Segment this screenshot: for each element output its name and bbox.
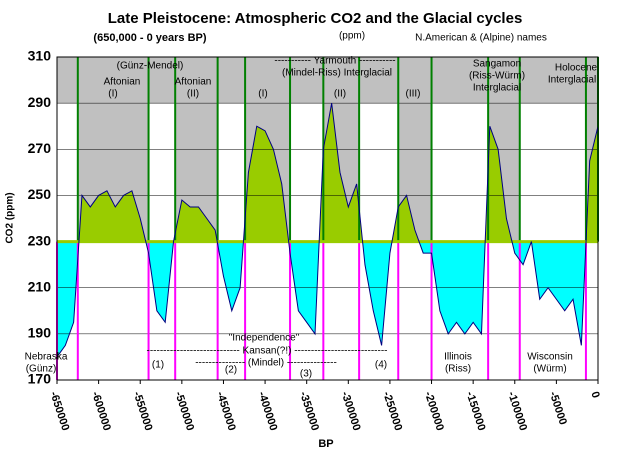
annotation: (I) xyxy=(258,89,267,100)
annotation: --------------- (Mindel) --------------- xyxy=(195,358,337,369)
annotation: (Günz) xyxy=(26,364,57,375)
x-tick-label: -350000 xyxy=(297,390,321,432)
subtitle: (650,000 - 0 years BP) xyxy=(93,32,206,44)
y-tick-label: 270 xyxy=(28,140,52,156)
annotation: ----------- Yarmouth ----------- xyxy=(274,56,395,67)
unit-note: (ppm) xyxy=(339,31,365,42)
y-axis-label: CO2 (ppm) xyxy=(5,192,16,243)
annotation: Aftonian xyxy=(104,77,141,88)
annotation: (1) xyxy=(152,360,164,371)
annotation: (2) xyxy=(225,365,237,376)
annotation: "Independence" xyxy=(229,333,300,344)
annotation: (Günz-Mendel) xyxy=(117,61,184,72)
annotation: Sangamon xyxy=(473,59,521,70)
annotation: (3) xyxy=(300,369,312,380)
x-tick-label: -600000 xyxy=(89,390,113,432)
annotation: (Würm) xyxy=(533,364,566,375)
x-tick-label: -250000 xyxy=(380,390,404,432)
annotation: Wisconsin xyxy=(527,352,573,363)
annotation: (Mindel-Riss) Interglacial xyxy=(282,68,392,79)
area-below xyxy=(57,241,587,357)
y-tick-label: 230 xyxy=(28,232,52,248)
x-tick-label: -50000 xyxy=(547,390,569,426)
annotation: Aftonian xyxy=(175,77,212,88)
annotation: Interglacial xyxy=(548,75,596,86)
annotation: Holocene xyxy=(555,63,598,74)
annotation: (III) xyxy=(406,89,421,100)
x-tick-label: -650000 xyxy=(47,390,71,432)
plot-frame xyxy=(56,56,599,381)
x-tick-label: -450000 xyxy=(214,390,238,432)
chart-title: Late Pleistocene: Atmospheric CO2 and th… xyxy=(108,10,523,27)
annotation: ---------------------------- Kansan(?!) … xyxy=(147,346,388,357)
y-tick-label: 290 xyxy=(28,94,52,110)
x-tick-label: -300000 xyxy=(339,390,363,432)
annotation: Interglacial xyxy=(473,83,521,94)
x-axis-label: BP xyxy=(318,438,333,450)
y-tick-label: 190 xyxy=(28,325,52,341)
x-tick-label: -150000 xyxy=(464,390,488,432)
annotation: Nebraska xyxy=(25,352,68,363)
annotation: (Riss) xyxy=(445,364,471,375)
annotation: (II) xyxy=(334,89,346,100)
x-tick-label: -100000 xyxy=(505,390,529,432)
annotation: (4) xyxy=(375,360,387,371)
y-tick-label: 210 xyxy=(28,278,52,294)
annotation: (I) xyxy=(108,89,117,100)
annotation: Illinois xyxy=(444,352,472,363)
names-note: N.American & (Alpine) names xyxy=(415,33,547,44)
x-tick-label: -400000 xyxy=(255,390,279,432)
x-tick-label: -500000 xyxy=(172,390,196,432)
x-tick-label: 0 xyxy=(588,390,601,400)
y-tick-label: 310 xyxy=(28,48,52,64)
co2-line xyxy=(56,103,599,358)
annotation: (II) xyxy=(187,89,199,100)
x-tick-label: -200000 xyxy=(422,390,446,432)
x-tick-label: -550000 xyxy=(131,390,155,432)
annotation: (Riss-Würm) xyxy=(469,71,525,82)
y-tick-label: 170 xyxy=(28,371,52,387)
y-tick-label: 250 xyxy=(28,186,52,202)
